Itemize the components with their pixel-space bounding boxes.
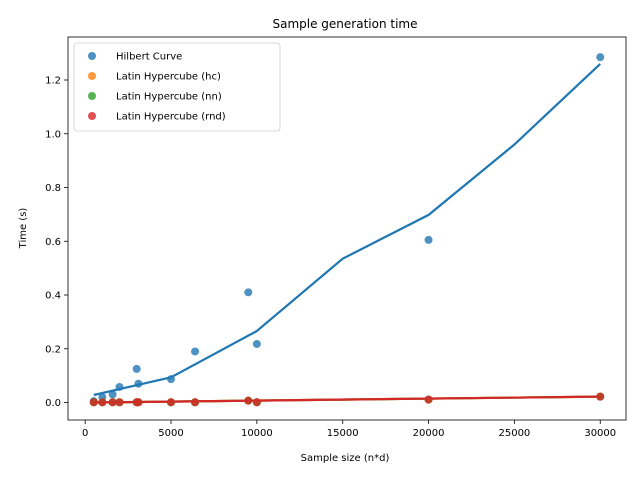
y-tick-label: 0.8	[45, 183, 61, 194]
x-axis: 0 5000 10000 15000 20000 25000 30000	[82, 420, 616, 439]
legend-marker	[88, 92, 96, 100]
fit-line-hilbert-curve	[93, 63, 601, 397]
point-hilbert-curve	[244, 288, 253, 297]
legend-label: Latin Hypercube (rnd)	[116, 112, 226, 123]
point-hilbert-curve	[191, 347, 200, 356]
y-tick-label: 1.2	[45, 76, 61, 87]
point-hilbert-curve	[252, 339, 261, 348]
x-tick-label: 25000	[498, 428, 530, 439]
legend-marker	[88, 112, 96, 120]
y-tick-label: 0.4	[45, 291, 61, 302]
x-tick-label: 30000	[584, 428, 616, 439]
legend-label: Latin Hypercube (nn)	[116, 92, 222, 103]
x-tick-label: 10000	[241, 428, 273, 439]
chart-title: Sample generation time	[273, 17, 418, 31]
point-hilbert-curve	[424, 235, 433, 244]
point-hilbert-curve	[108, 390, 117, 399]
y-axis-label: Time (s)	[18, 208, 29, 250]
legend-marker	[88, 72, 96, 80]
x-tick-label: 5000	[158, 428, 183, 439]
point-latin-hypercube-rnd	[252, 398, 261, 407]
x-tick-label: 0	[82, 428, 88, 439]
point-hilbert-curve	[596, 53, 605, 62]
y-tick-label: 1.0	[45, 129, 61, 140]
plot-area	[89, 53, 605, 407]
y-tick-label: 0.6	[45, 237, 61, 248]
legend: Hilbert Curve Latin Hypercube (hc) Latin H…	[73, 42, 281, 132]
x-tick-label: 15000	[327, 428, 359, 439]
x-tick-label: 20000	[413, 428, 445, 439]
legend-label: Latin Hypercube (hc)	[116, 72, 221, 83]
legend-box	[73, 42, 281, 132]
fit-line-latin-hypercube-rnd	[93, 395, 601, 404]
point-hilbert-curve	[132, 364, 141, 373]
x-axis-label: Sample size (n*d)	[301, 453, 390, 464]
point-latin-hypercube-rnd	[89, 398, 98, 407]
point-latin-hypercube-rnd	[596, 392, 605, 401]
legend-marker	[88, 52, 96, 60]
axes-frame	[67, 36, 627, 421]
y-tick-label: 0.0	[45, 398, 61, 409]
y-tick-label: 0.2	[45, 344, 61, 355]
legend-label: Hilbert Curve	[116, 52, 182, 63]
y-axis: 0.0 0.2 0.4 0.6 0.8 1.0 1.2	[45, 76, 68, 409]
